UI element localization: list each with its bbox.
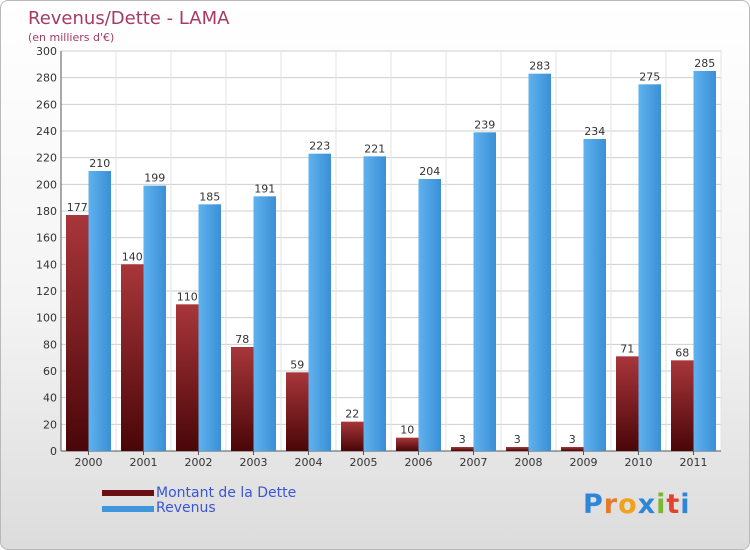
- bar-revenus: [418, 179, 441, 451]
- data-label-dette: 177: [67, 201, 88, 214]
- x-tick-label: 2002: [185, 456, 213, 469]
- y-tick-label: 300: [36, 45, 57, 58]
- data-label-dette: 110: [177, 290, 198, 303]
- logo-letter: i: [680, 489, 691, 520]
- data-label-dette: 10: [400, 424, 414, 437]
- data-label-revenus: 285: [694, 57, 715, 70]
- data-label-revenus: 191: [254, 182, 275, 195]
- x-tick-label: 2008: [515, 456, 543, 469]
- grid: [60, 50, 722, 452]
- data-label-dette: 78: [235, 333, 249, 346]
- data-label-dette: 3: [514, 433, 521, 446]
- bar-revenus: [473, 132, 496, 452]
- data-label-revenus: 221: [364, 142, 385, 155]
- data-label-dette: 22: [345, 408, 359, 421]
- legend-label-revenus: Revenus: [156, 500, 216, 516]
- y-tick-label: 40: [43, 392, 57, 405]
- value-labels: 177 140 110 78 59 22 10 3 3 3 71 68 210 199 185 191 223 2…: [67, 57, 716, 446]
- bar-revenus: [198, 204, 221, 451]
- bar-dette: [451, 447, 474, 451]
- x-tick-label: 2010: [625, 456, 653, 469]
- data-label-revenus: 275: [639, 70, 660, 83]
- bar-revenus: [253, 196, 276, 451]
- y-tick-label: 0: [50, 445, 57, 458]
- data-label-revenus: 199: [144, 172, 165, 185]
- chart-subtitle: (en milliers d'€): [28, 31, 114, 44]
- data-label-revenus: 185: [199, 190, 220, 203]
- data-label-revenus: 283: [529, 60, 550, 73]
- bar-dette: [616, 356, 639, 451]
- proxiti-logo: Proxiti: [583, 489, 691, 520]
- data-label-dette: 68: [675, 346, 689, 359]
- logo-letter: r: [603, 489, 619, 520]
- bar-revenus: [528, 73, 551, 452]
- y-tick-label: 240: [36, 125, 57, 138]
- legend-swatch-dette: [102, 490, 154, 496]
- bar-revenus: [308, 153, 331, 451]
- y-tick-label: 200: [36, 178, 57, 191]
- axes: 0 20 40 60 80 100 120 140 160 180 200 220 240 260 280 3…: [36, 45, 721, 469]
- x-tick-label: 2009: [570, 456, 598, 469]
- logo-letter: i: [656, 489, 667, 520]
- bar-revenus: [693, 71, 716, 451]
- data-label-dette: 3: [569, 433, 576, 446]
- logo-letter: t: [666, 489, 681, 520]
- legend-label-dette: Montant de la Dette: [156, 485, 297, 501]
- bar-revenus: [583, 139, 606, 451]
- legend-swatch-revenus: [102, 506, 154, 512]
- data-label-dette: 59: [290, 358, 304, 371]
- y-tick-label: 160: [36, 232, 57, 245]
- bar-revenus: [363, 156, 386, 452]
- x-tick-label: 2007: [460, 456, 488, 469]
- x-tick-label: 2003: [240, 456, 268, 469]
- logo-letter: x: [637, 489, 657, 520]
- bar-revenus: [88, 171, 111, 451]
- y-tick-label: 120: [36, 285, 57, 298]
- bar-dette: [561, 447, 584, 451]
- logo-letter: P: [583, 489, 604, 520]
- bar-revenus: [143, 185, 166, 451]
- y-tick-label: 20: [43, 418, 57, 431]
- chart-title: Revenus/Dette - LAMA: [28, 8, 230, 29]
- data-label-revenus: 234: [584, 125, 605, 138]
- data-label-revenus: 210: [89, 157, 110, 170]
- y-tick-label: 220: [36, 152, 57, 165]
- bar-dette: [176, 304, 199, 451]
- bar-dette: [506, 447, 529, 451]
- data-label-dette: 3: [459, 433, 466, 446]
- x-tick-label: 2005: [350, 456, 378, 469]
- data-label-dette: 140: [122, 250, 143, 263]
- x-tick-label: 2001: [130, 456, 158, 469]
- y-tick-label: 100: [36, 312, 57, 325]
- data-label-dette: 71: [620, 342, 634, 355]
- y-tick-label: 60: [43, 365, 57, 378]
- data-label-revenus: 223: [309, 140, 330, 153]
- y-tick-label: 260: [36, 98, 57, 111]
- x-tick-label: 2011: [680, 456, 708, 469]
- logo-letter: o: [618, 489, 638, 520]
- bar-dette: [231, 347, 254, 451]
- bar-revenus: [638, 84, 661, 451]
- bar-dette: [286, 372, 309, 451]
- y-tick-label: 80: [43, 338, 57, 351]
- bars: [66, 71, 716, 452]
- y-tick-label: 140: [36, 258, 57, 271]
- x-tick-label: 2006: [405, 456, 433, 469]
- x-tick-label: 2000: [75, 456, 103, 469]
- bar-dette: [121, 264, 144, 451]
- data-label-revenus: 204: [419, 165, 440, 178]
- data-label-revenus: 239: [474, 118, 495, 131]
- x-tick-label: 2004: [295, 456, 323, 469]
- y-tick-label: 180: [36, 205, 57, 218]
- bar-dette: [671, 360, 694, 451]
- bar-dette: [66, 215, 89, 451]
- bar-dette: [341, 421, 364, 451]
- y-tick-label: 280: [36, 72, 57, 85]
- bar-dette: [396, 437, 419, 451]
